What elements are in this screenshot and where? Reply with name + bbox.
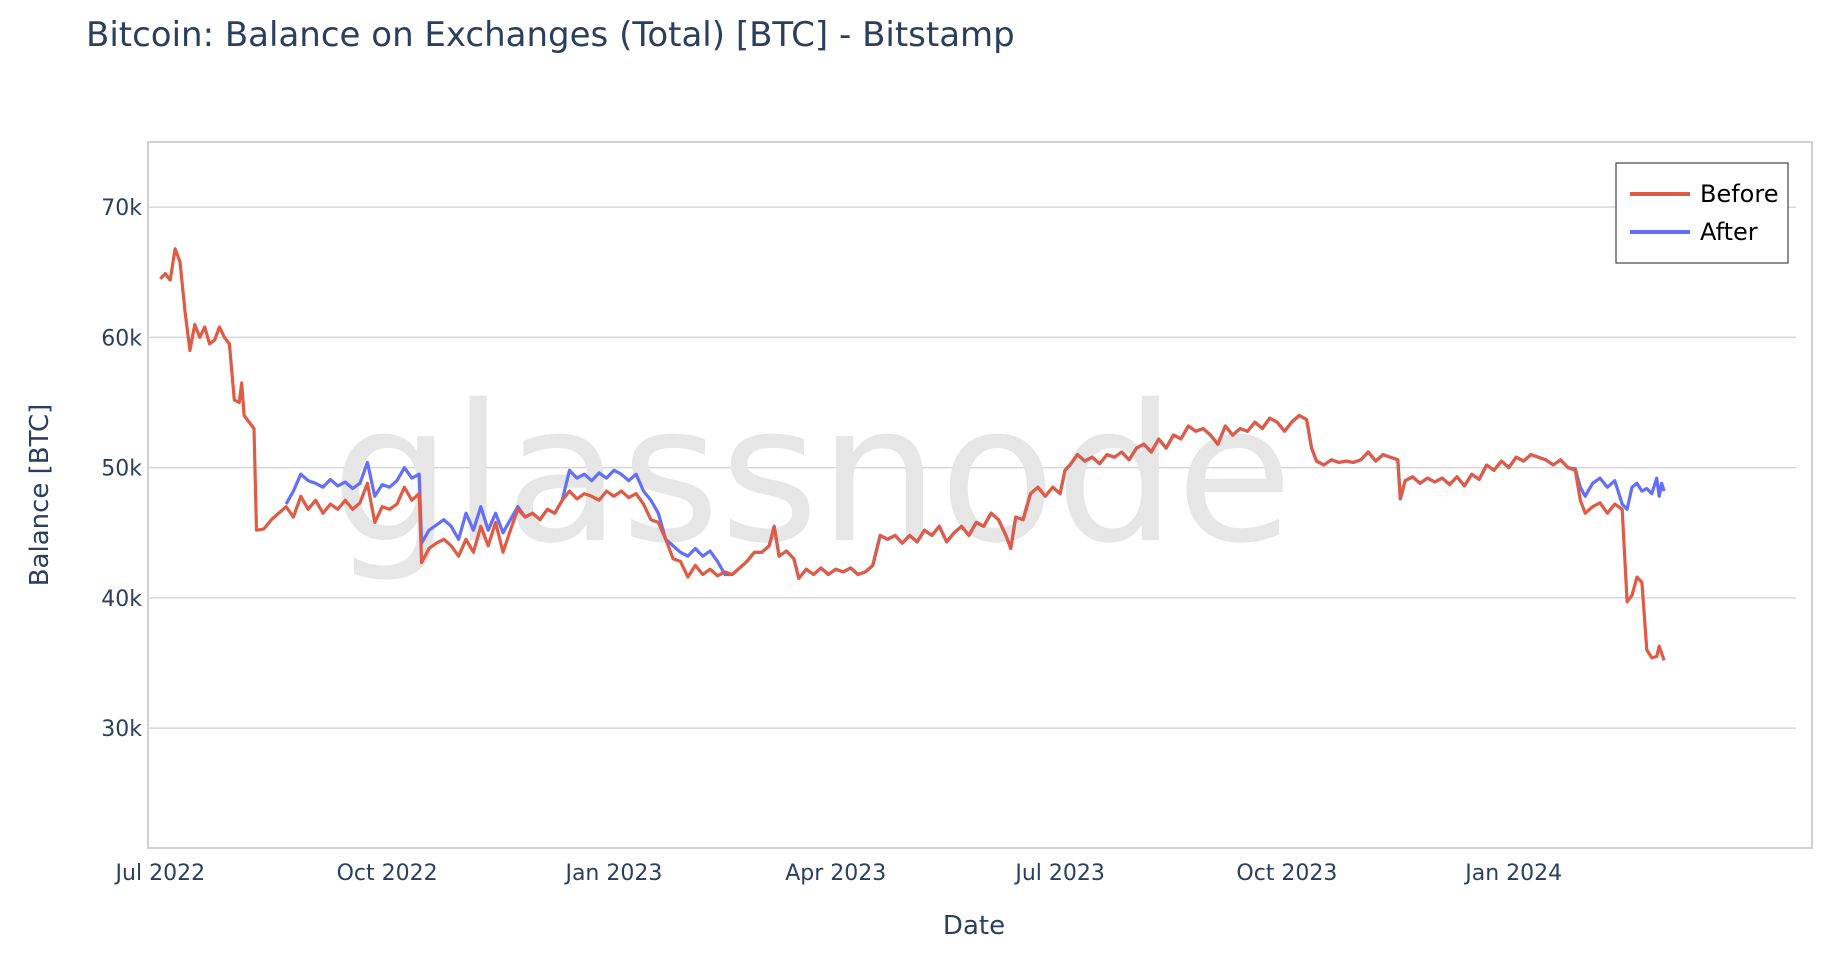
- y-tick-label: 70k: [101, 196, 142, 221]
- x-axis-title: Date: [943, 911, 1005, 941]
- y-axis-tick-labels: 30k 40k 50k 60k 70k: [101, 196, 142, 742]
- legend: Before After: [1615, 162, 1789, 264]
- x-tick-label: Jul 2022: [114, 861, 206, 886]
- series-line-before: [159, 247, 1666, 661]
- y-tick-label: 30k: [101, 717, 142, 742]
- y-axis-title: Balance [BTC]: [25, 404, 55, 587]
- x-tick-label: Oct 2022: [337, 861, 438, 886]
- series-layer: [159, 247, 1666, 661]
- watermark-glassnode: glassnode: [331, 364, 1293, 585]
- x-tick-label: Jan 2024: [1463, 861, 1562, 886]
- x-axis-tick-labels: Jul 2022 Oct 2022 Jan 2023 Apr 2023 Jul 2023…: [114, 861, 1563, 886]
- legend-box: [1615, 162, 1789, 264]
- legend-label-after: After: [1700, 218, 1758, 246]
- plot-area: [147, 141, 1813, 849]
- x-tick-label: Oct 2023: [1236, 861, 1337, 886]
- x-tick-label: Jan 2023: [563, 861, 662, 886]
- x-tick-label: Apr 2023: [785, 861, 886, 886]
- legend-label-before: Before: [1700, 180, 1778, 208]
- y-tick-label: 50k: [101, 457, 142, 482]
- y-gridlines: [148, 206, 1796, 729]
- chart-title: Bitcoin: Balance on Exchanges (Total) [B…: [86, 15, 1015, 55]
- y-tick-label: 40k: [101, 587, 142, 612]
- y-tick-label: 60k: [101, 326, 142, 351]
- x-tick-label: Jul 2023: [1013, 861, 1105, 886]
